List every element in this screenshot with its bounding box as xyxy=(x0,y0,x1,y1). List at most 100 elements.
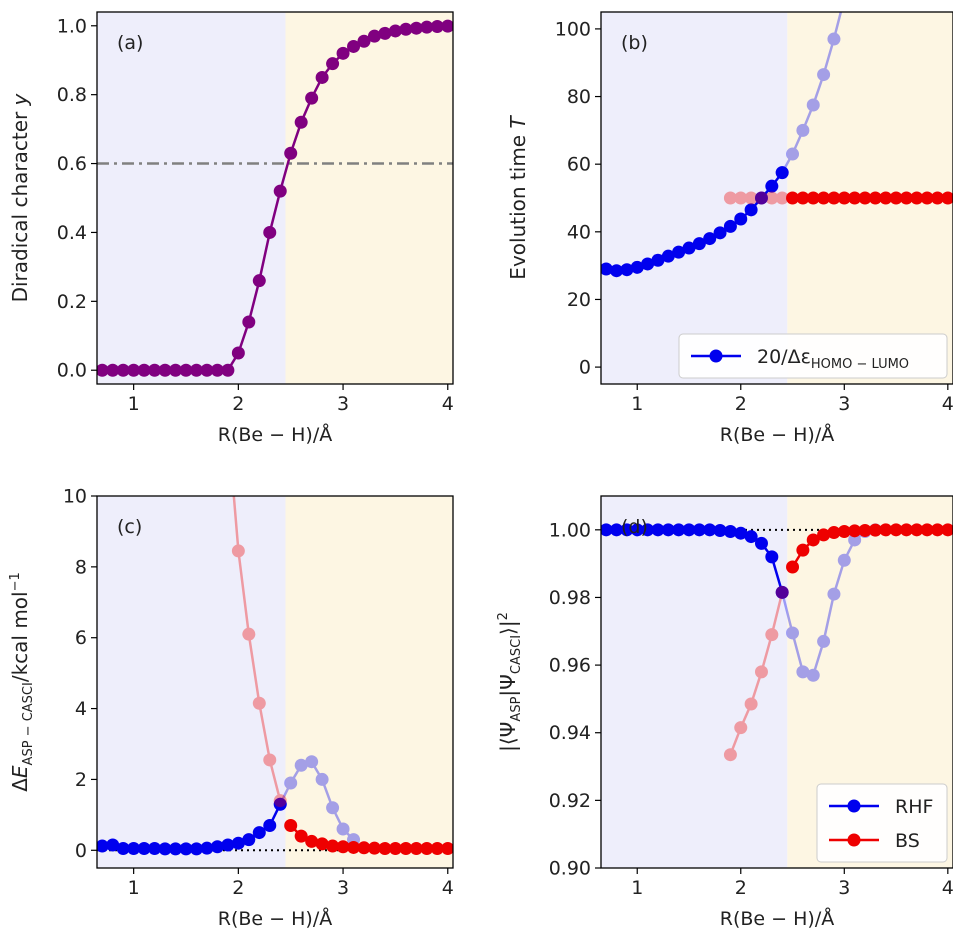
data-point xyxy=(294,829,308,843)
data-point xyxy=(827,32,841,46)
y-tick-label: 80 xyxy=(567,86,591,108)
legend: RHF BS xyxy=(816,783,948,863)
data-point xyxy=(910,523,924,537)
data-point xyxy=(868,523,882,537)
data-point xyxy=(326,801,340,815)
series-line xyxy=(232,496,282,802)
data-point xyxy=(263,225,277,239)
x-tick-label: 4 xyxy=(442,393,454,415)
data-point xyxy=(651,523,665,537)
series-3 xyxy=(723,585,789,762)
data-point xyxy=(620,523,634,537)
x-tick-label: 1 xyxy=(631,877,643,899)
data-point xyxy=(242,627,256,641)
data-point xyxy=(910,191,924,205)
panel-c: 1 2 3 4 0 2 4 6 8 10 R(Be − H)/Å (c) ΔEASP − CASCI/k… xyxy=(8,486,454,931)
data-point xyxy=(661,249,675,263)
data-point xyxy=(326,839,340,853)
y-tick-label: 0.94 xyxy=(549,722,591,744)
data-point xyxy=(806,191,820,205)
data-point xyxy=(806,668,820,682)
data-point xyxy=(252,696,266,710)
data-point xyxy=(273,794,287,808)
data-point xyxy=(641,257,655,271)
y-tick-label: 0.2 xyxy=(57,291,87,313)
x-tick-label: 3 xyxy=(337,877,349,899)
data-point xyxy=(620,263,634,277)
y-tick-label: 0.8 xyxy=(57,84,87,106)
data-point xyxy=(899,191,913,205)
data-point xyxy=(661,523,675,537)
data-point xyxy=(305,91,319,105)
data-point xyxy=(838,0,851,5)
data-point xyxy=(273,184,287,198)
y-axis-label: |⟨ΨASP|ΨCASCI⟩|2 xyxy=(496,612,524,752)
data-point xyxy=(651,253,665,267)
shade-right-region xyxy=(285,12,453,384)
data-point xyxy=(252,826,266,840)
series-line xyxy=(279,760,355,841)
data-point xyxy=(786,626,800,640)
data-point xyxy=(692,237,706,251)
data-point xyxy=(692,523,706,537)
data-point xyxy=(775,585,789,599)
axes-frame xyxy=(600,11,953,385)
data-point xyxy=(169,842,183,856)
data-point xyxy=(765,628,779,642)
data-point xyxy=(273,797,287,811)
y-tick-label: 4 xyxy=(75,698,87,720)
data-point xyxy=(357,34,371,48)
data-point xyxy=(920,191,934,205)
panel-a: 1 2 3 4 0.0 0.2 0.4 0.6 0.8 1.0 R(Be − H)/Å (a) Dira… xyxy=(8,11,454,446)
data-point xyxy=(97,363,109,377)
data-point xyxy=(294,115,308,129)
data-point xyxy=(765,179,779,193)
data-point xyxy=(630,260,644,274)
data-point xyxy=(796,123,810,137)
x-axis-label: R(Be − H)/Å xyxy=(720,423,834,446)
legend-marker xyxy=(847,833,861,847)
data-point xyxy=(775,585,789,599)
data-point xyxy=(806,98,820,112)
data-point xyxy=(786,147,800,161)
data-point xyxy=(723,191,737,205)
data-point xyxy=(137,363,151,377)
data-point xyxy=(106,838,120,852)
data-point xyxy=(672,523,686,537)
data-point xyxy=(817,191,831,205)
data-point xyxy=(765,191,779,205)
y-tick-label: 10 xyxy=(63,486,87,508)
data-point xyxy=(682,523,696,537)
data-point xyxy=(713,523,727,537)
data-point xyxy=(252,274,266,288)
data-point xyxy=(941,523,953,537)
data-point xyxy=(672,245,686,259)
legend-box xyxy=(678,333,948,379)
data-point xyxy=(754,536,768,550)
y-tick-label: 100 xyxy=(555,18,591,40)
panel-label: (b) xyxy=(621,32,648,54)
data-point xyxy=(158,842,172,856)
data-point xyxy=(127,363,141,377)
y-tick-label: 6 xyxy=(75,627,87,649)
data-point xyxy=(723,748,737,762)
data-point xyxy=(315,837,329,851)
series-3 xyxy=(231,496,287,808)
data-point xyxy=(817,528,831,542)
data-point xyxy=(754,191,768,205)
data-point xyxy=(775,166,789,180)
data-point xyxy=(441,842,453,856)
data-point xyxy=(430,19,444,33)
data-point xyxy=(305,834,319,848)
y-tick-label: 0 xyxy=(579,357,591,379)
data-point xyxy=(744,530,758,544)
data-point xyxy=(889,191,903,205)
data-point xyxy=(610,523,624,537)
data-point xyxy=(827,526,841,540)
axes-frame xyxy=(96,495,454,869)
axes-frame xyxy=(96,11,454,385)
data-point xyxy=(420,842,434,856)
data-point xyxy=(858,191,872,205)
panel-label: (c) xyxy=(117,516,142,538)
